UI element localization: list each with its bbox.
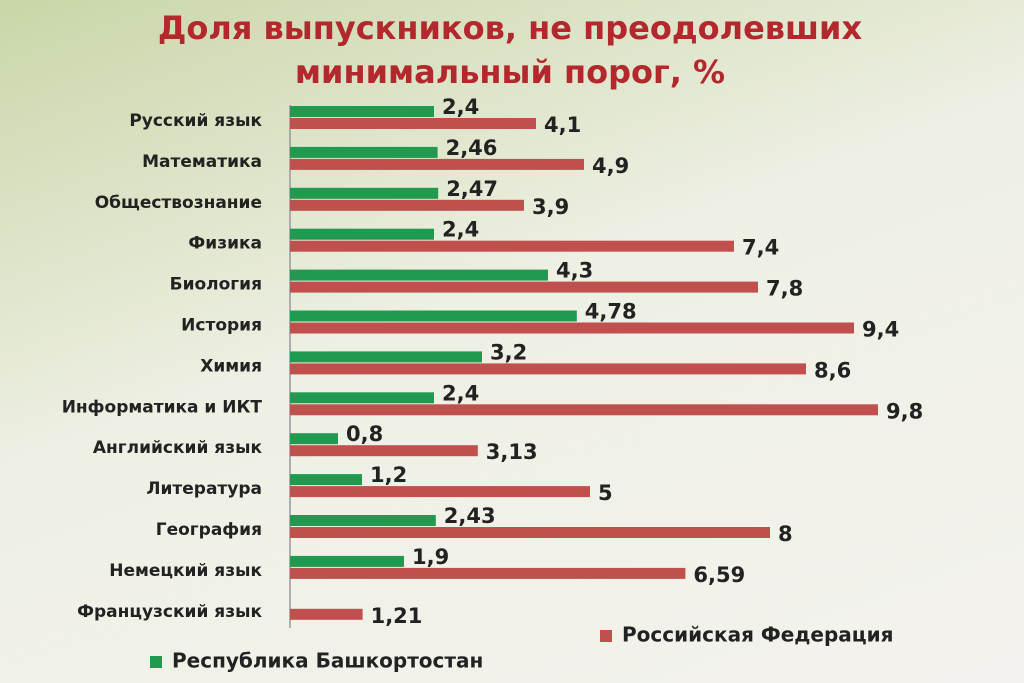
legend-swatch	[150, 656, 162, 668]
bar	[290, 404, 878, 416]
y-tick-label: Химия	[200, 356, 262, 376]
value-label: 2,4	[442, 95, 479, 119]
y-tick-label: Английский язык	[93, 438, 263, 458]
legend-label: Республика Башкортостан	[172, 649, 483, 673]
bar	[290, 228, 434, 240]
value-label: 3,2	[490, 340, 527, 364]
value-label: 0,8	[346, 422, 383, 446]
y-tick-label: Литература	[146, 479, 262, 499]
bar	[290, 474, 362, 486]
y-tick-label: Русский язык	[129, 111, 262, 131]
value-label: 5	[598, 481, 613, 505]
value-label: 4,3	[556, 259, 593, 283]
bar	[290, 118, 536, 129]
bar	[290, 322, 854, 334]
y-tick-label: Французский язык	[77, 602, 262, 622]
bar	[290, 527, 770, 538]
value-label: 8,6	[814, 358, 851, 382]
value-label: 1,2	[370, 463, 407, 487]
value-label: 2,46	[446, 136, 498, 160]
bar	[290, 486, 590, 498]
bar	[290, 567, 686, 579]
value-label: 1,21	[371, 604, 423, 628]
value-label: 2,4	[442, 381, 479, 405]
bar	[290, 199, 524, 211]
legend-swatch	[600, 630, 612, 642]
y-tick-label: География	[156, 520, 262, 540]
value-label: 8	[778, 522, 793, 546]
bar	[290, 433, 338, 445]
bar	[290, 310, 577, 322]
bar	[290, 351, 482, 363]
value-label: 9,8	[886, 399, 923, 423]
bar	[290, 106, 434, 117]
bar	[290, 445, 478, 457]
bar	[290, 555, 404, 567]
value-label: 7,4	[742, 236, 779, 260]
value-label: 3,9	[532, 195, 569, 219]
value-label: 2,43	[444, 504, 496, 528]
y-tick-label: Обществознание	[95, 193, 262, 213]
y-tick-label: История	[181, 316, 262, 336]
bar	[290, 363, 806, 375]
y-tick-label: Математика	[142, 152, 262, 172]
bar	[290, 269, 548, 281]
value-label: 2,4	[442, 218, 479, 242]
bar	[290, 187, 439, 199]
legend-label: Российская Федерация	[622, 623, 893, 647]
bar	[290, 240, 734, 252]
bar	[290, 515, 436, 526]
value-label: 3,13	[486, 440, 538, 464]
value-label: 4,78	[585, 300, 637, 324]
chart-title: Доля выпускников, не преодолевших минима…	[157, 9, 863, 91]
value-label: 1,9	[412, 545, 449, 569]
value-label: 6,59	[693, 563, 745, 587]
bar	[290, 146, 438, 158]
value-label: 9,4	[862, 318, 899, 342]
value-label: 7,8	[766, 277, 803, 301]
y-tick-label: Немецкий язык	[109, 561, 262, 581]
value-label: 4,1	[544, 113, 581, 137]
value-label: 2,47	[446, 177, 498, 201]
y-tick-label: Информатика и ИКТ	[62, 397, 263, 417]
bar	[290, 158, 584, 170]
value-label: 4,9	[592, 154, 629, 178]
bar	[290, 281, 758, 293]
bar	[290, 392, 434, 404]
y-tick-label: Биология	[170, 275, 262, 295]
y-tick-label: Физика	[188, 234, 262, 254]
bar	[290, 608, 363, 620]
